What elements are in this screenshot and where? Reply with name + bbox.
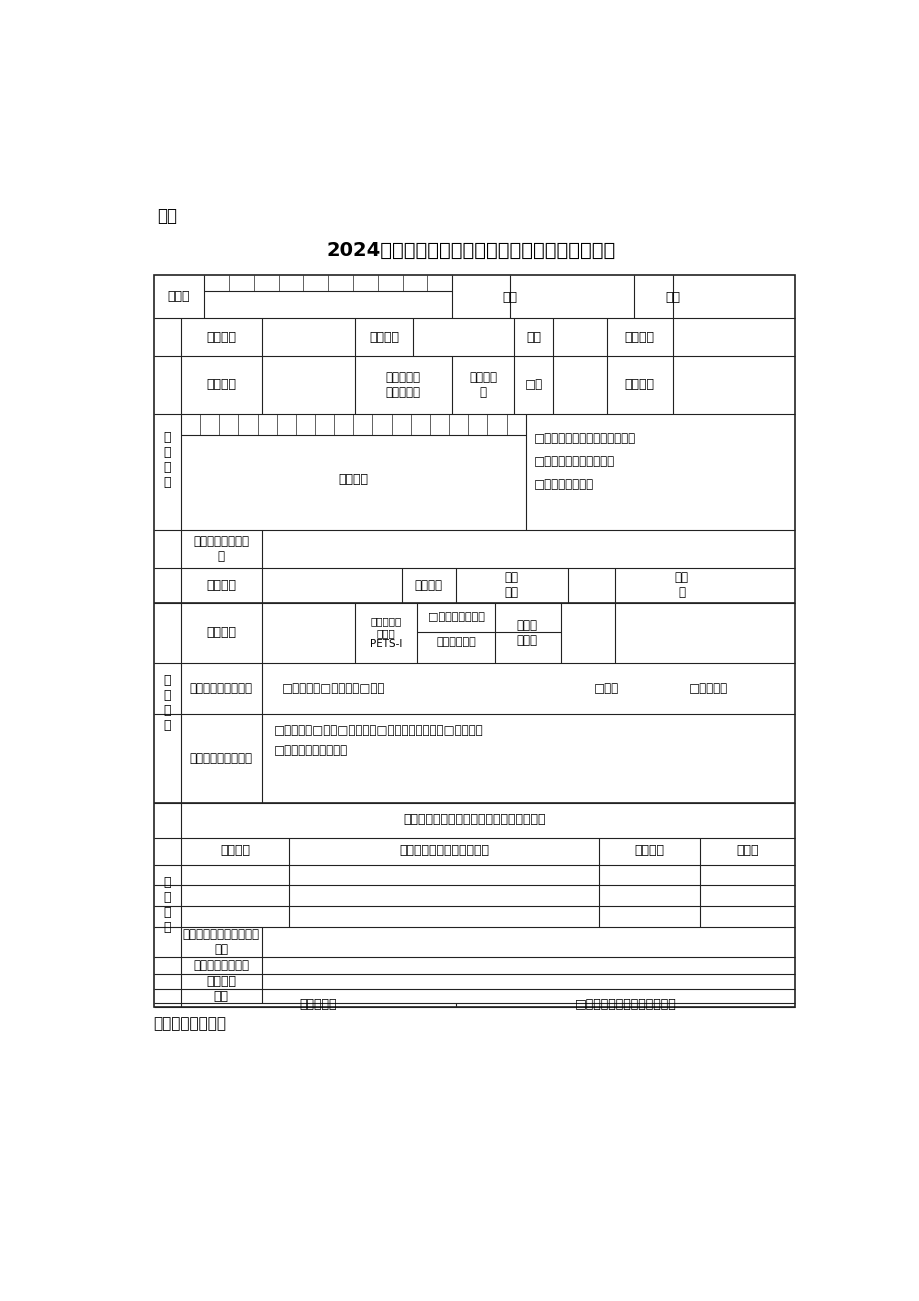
Text: 毕业专
业名称: 毕业专 业名称 [516, 619, 538, 647]
Text: □中本一体化学生: □中本一体化学生 [533, 479, 593, 492]
Text: 艺术类考生专业选择: 艺术类考生专业选择 [189, 682, 253, 695]
Text: 本人特长: 本人特长 [206, 974, 236, 987]
Text: 报考类别: 报考类别 [206, 626, 236, 639]
Text: □时装表演: □时装表演 [687, 682, 727, 695]
Text: 录取通知书邮寄地
址: 录取通知书邮寄地 址 [193, 535, 249, 563]
Text: 其他类考生专业选择: 其他类考生专业选择 [189, 752, 253, 765]
Text: 姓名: 姓名 [502, 291, 516, 304]
Text: 本人简历（只填写高中阶段及以后的简历）: 本人简历（只填写高中阶段及以后的简历） [403, 813, 545, 826]
Text: □是: □是 [524, 379, 542, 392]
Text: 政策加分项目申报: 政策加分项目申报 [153, 1016, 226, 1032]
Text: 证明人: 证明人 [735, 844, 758, 857]
Text: 考试时间年月: 考试时间年月 [436, 637, 475, 647]
Text: 参加各类比赛、竞赛获奖
情况: 参加各类比赛、竞赛获奖 情况 [183, 928, 259, 955]
Text: 邮政编码: 邮政编码 [206, 579, 236, 592]
Text: □内地新疆、西藏班学生: □内地新疆、西藏班学生 [533, 455, 614, 468]
Text: 联系电话: 联系电话 [414, 579, 442, 592]
Text: 在何地（单位）学习或工作: 在何地（单位）学习或工作 [399, 844, 489, 857]
Text: 民族: 民族 [526, 330, 540, 343]
Text: 移动
电话: 移动 电话 [505, 571, 518, 598]
Text: 2024年浙江省单独考试招生考生报名信息录入样表: 2024年浙江省单独考试招生考生报名信息录入样表 [326, 241, 616, 260]
Text: 全国英语等
级考试
PETS-I: 全国英语等 级考试 PETS-I [369, 617, 402, 649]
Text: 基
本
信
息: 基 本 信 息 [163, 431, 171, 489]
Text: 附件: 附件 [157, 207, 177, 225]
Text: 综
合
信
息: 综 合 信 息 [163, 876, 171, 934]
Text: 起讫日期: 起讫日期 [220, 844, 250, 857]
Text: 考生号: 考生号 [167, 290, 189, 303]
Text: 退役义务
兵: 退役义务 兵 [469, 371, 496, 399]
Text: □残疾考生首次申请考试便利: □残疾考生首次申请考试便利 [574, 998, 675, 1011]
Text: □安全防范□体育□学前教育□退役士兵高职招生□汽车专业: □安全防范□体育□学前教育□退役士兵高职招生□汽车专业 [274, 725, 483, 738]
Text: □外省籍进城务工人员随迁子女: □外省籍进城务工人员随迁子女 [533, 432, 635, 445]
Text: 报
考
信
息: 报 考 信 息 [163, 674, 171, 732]
Text: 性别: 性别 [664, 291, 680, 304]
Text: 职业类别: 职业类别 [624, 379, 654, 392]
Text: 毕业类别: 毕业类别 [206, 330, 236, 343]
Text: □工艺美术□影视表演□舞蹈: □工艺美术□影视表演□舞蹈 [281, 682, 384, 695]
Text: 考生类别: 考生类别 [624, 330, 654, 343]
Text: 电话
二: 电话 二 [674, 571, 687, 598]
Text: 政治面貌: 政治面貌 [206, 379, 236, 392]
Text: 毕业学校: 毕业学校 [369, 330, 399, 343]
Text: □内地西藏新疆中职班: □内地西藏新疆中职班 [274, 744, 347, 757]
Bar [153, 276, 795, 1007]
Text: 户籍所在县
（市、区）: 户籍所在县 （市、区） [385, 371, 420, 399]
Text: 备注: 备注 [213, 990, 229, 1003]
Text: □参加笔试并合格: □参加笔试并合格 [427, 613, 484, 622]
Text: □音乐: □音乐 [594, 682, 618, 695]
Text: 任何职务: 任何职务 [634, 844, 664, 857]
Text: 考生报名点: 考生报名点 [299, 998, 336, 1011]
Text: 身份证号: 身份证号 [337, 474, 368, 487]
Text: 取得各类证书情况: 取得各类证书情况 [193, 959, 249, 972]
